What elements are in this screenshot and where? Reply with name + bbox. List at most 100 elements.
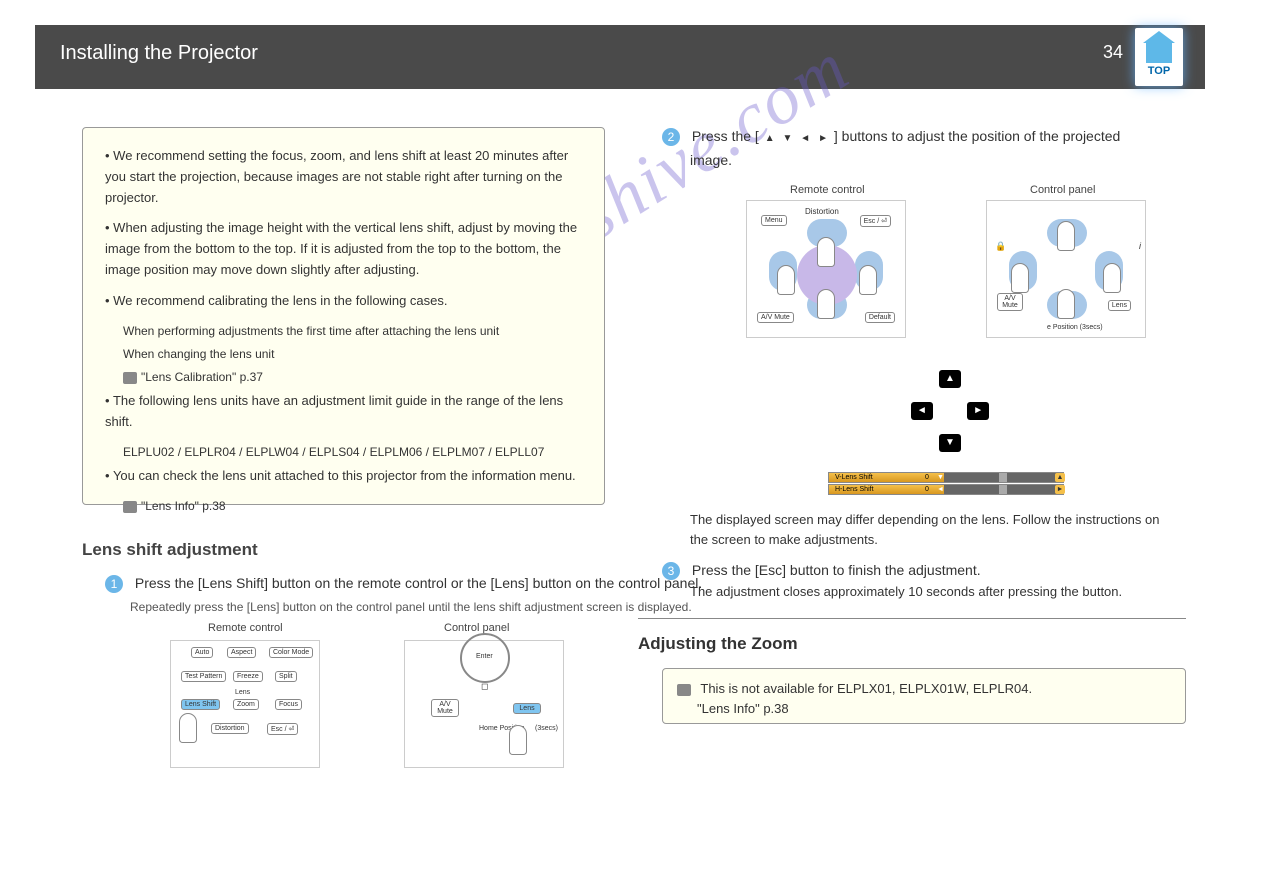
note-lens-units: ELPLU02 / ELPLR04 / ELPLW04 / ELPLS04 / … [123,443,582,462]
step-3-subnote: The adjustment closes approximately 10 s… [690,584,1122,599]
dpad-ring: Enter [460,633,510,683]
control-panel-illustration-left: Enter ◻ A/V Mute Lens Home Position (3se… [404,640,564,768]
control-caption-left: Control panel [444,622,509,634]
note-bullet-2: When adjusting the image height with the… [105,218,582,280]
finger-icon [1057,289,1075,319]
rc-lensshift-highlight: Lens Shift [181,699,220,710]
step-3: 3 Press the [Esc] button to finish the a… [662,562,981,580]
finger-icon [509,725,527,755]
remote-caption-right: Remote control [790,184,865,196]
dp-esc: Esc / ⏎ [860,215,891,227]
section-divider [638,618,1186,619]
dir-up-icon: ▲ [939,370,961,388]
page-number: 34 [1103,42,1123,63]
rc-zoom: Zoom [233,699,259,710]
dp-avmute: A/V Mute [997,293,1023,311]
lens-shift-heading: Lens shift adjustment [82,540,258,560]
lock-icon: 🔒 [995,241,1006,252]
note-info-ref: "Lens Info" p.38 [123,497,582,516]
note-bullet-3: We recommend calibrating the lens in the… [105,291,582,312]
note-sub-case-b: When changing the lens unit [123,345,582,364]
note-sub-case-a: When performing adjustments the first ti… [123,322,582,341]
rc-focus: Focus [275,699,302,710]
top-icon-button[interactable]: TOP [1135,28,1183,86]
step-number-3: 3 [662,562,680,580]
ref-icon [123,372,137,384]
step-1: 1 Press the [Lens Shift] button on the r… [105,575,702,593]
finger-icon [777,265,795,295]
slider-grip [999,473,1007,482]
arrow-left-icon: ◄ [800,133,810,144]
note-bullet-5: You can check the lens unit attached to … [105,466,582,487]
rc-distortion: Distortion [211,723,249,734]
step-3-text: Press the [Esc] button to finish the adj… [692,562,981,578]
h-lens-shift-slider: H-Lens Shift 0 ◄ ► [828,484,1064,495]
dp-lens: Lens [1108,300,1131,311]
ref-icon [123,501,137,513]
dp-distortion: Distortion [805,207,839,216]
finger-icon [817,237,835,267]
step-1-text: Press the [Lens Shift] button on the rem… [135,575,702,591]
step-2-line2: image. [690,152,732,168]
square-icon: ◻ [481,681,488,692]
step-1-subnote: Repeatedly press the [Lens] button on th… [130,600,692,614]
house-icon [1146,41,1172,63]
step-number-1: 1 [105,575,123,593]
dpad-illustration-panel: A/V Mute Lens e Position (3secs) 🔒 i [986,200,1146,338]
note-bullet-1: We recommend setting the focus, zoom, an… [105,146,582,208]
rc-enter: Enter [476,653,493,660]
ref-text: "Lens Calibration" p.37 [141,370,263,384]
step-2-prefix: Press the [ [692,128,759,144]
note-right-ref: "Lens Info" p.38 [697,701,789,716]
control-caption-right: Control panel [1030,184,1095,196]
dpad-illustration-remote: Menu Distortion Esc / ⏎ A/V Mute Default [746,200,906,338]
rc-freeze: Freeze [233,671,263,682]
rc-lens-label: Lens [235,689,250,696]
ref-icon [677,684,691,696]
zoom-heading: Adjusting the Zoom [638,634,798,654]
note-box-right: This is not available for ELPLX01, ELPLX… [662,668,1186,724]
direction-keys-diagram: ▲ ◄ ► ▼ [900,368,1000,454]
finger-icon [1057,221,1075,251]
step-2: 2 Press the [ ▲ ▼ ◄ ► ] buttons to adjus… [662,128,1120,146]
arrow-down-icon: ▼ [783,133,793,144]
v-lens-shift-slider: V-Lens Shift 0 ▼ ▲ [828,472,1064,483]
v-slider-value: 0 [925,474,929,481]
finger-icon [1011,263,1029,293]
rc-esc: Esc / ⏎ [267,723,298,735]
rc-split: Split [275,671,297,682]
rc-colormode: Color Mode [269,647,313,658]
v-arrow-up-icon: ▲ [1055,473,1065,482]
dir-right-icon: ► [967,402,989,420]
page-title: Installing the Projector [60,42,258,65]
step-2-suffix: ] buttons to adjust the position of the … [834,128,1120,144]
note-bullet-4: The following lens units have an adjustm… [105,391,582,433]
slider-grip [999,485,1007,494]
rc-secs: (3secs) [535,725,558,732]
h-arrow-right-icon: ► [1055,485,1065,494]
remote-illustration-left: Auto Aspect Color Mode Test Pattern Free… [170,640,320,768]
note-calibration-ref: "Lens Calibration" p.37 [123,368,582,387]
dp-menu: Menu [761,215,787,226]
h-slider-label: H-Lens Shift [835,486,874,493]
lens-shift-sliders: V-Lens Shift 0 ▼ ▲ H-Lens Shift 0 ◄ ► [828,472,1064,496]
dir-down-icon: ▼ [939,434,961,452]
finger-icon [859,265,877,295]
dp-position: e Position (3secs) [1047,324,1103,331]
rc-auto: Auto [191,647,213,658]
finger-icon [179,713,197,743]
remote-caption-left: Remote control [208,622,283,634]
h-arrow-left-icon: ◄ [937,486,944,493]
note-box-left: We recommend setting the focus, zoom, an… [82,127,605,505]
info-icon: i [1139,241,1141,251]
step-number-2: 2 [662,128,680,146]
finger-icon [817,289,835,319]
top-label: TOP [1148,65,1170,77]
dp-avmute: A/V Mute [757,312,794,323]
v-arrow-down-icon: ▼ [937,474,944,481]
result-text: The displayed screen may differ dependin… [690,510,1170,549]
rc-testpattern: Test Pattern [181,671,226,682]
dir-left-icon: ◄ [911,402,933,420]
v-slider-label: V-Lens Shift [835,474,873,481]
arrow-right-icon: ► [818,133,828,144]
